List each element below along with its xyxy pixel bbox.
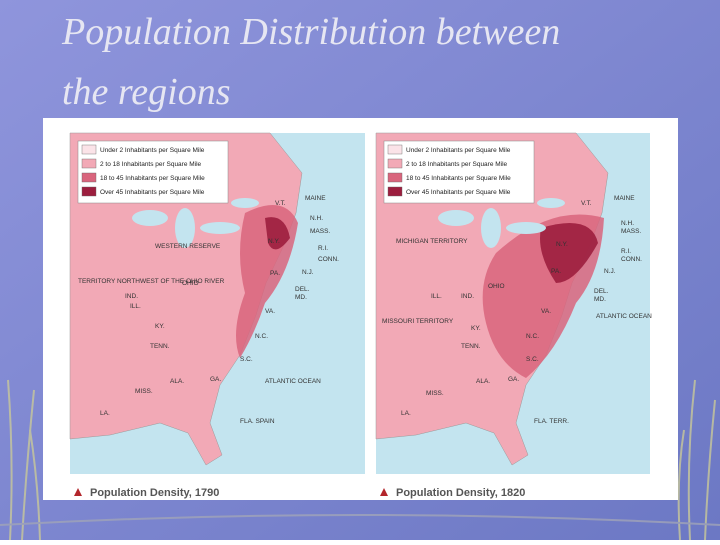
lake [481, 208, 501, 248]
legend-swatch [81, 172, 97, 183]
map-label: N.J. [302, 269, 314, 276]
map-label: V.T. [581, 200, 592, 207]
map-label: IND. [461, 293, 474, 300]
map-label: GA. [508, 376, 519, 383]
map-label: MISSOURI TERRITORY [382, 318, 454, 325]
map-label: OHIO [182, 280, 199, 287]
caption: Population Density, 1790 [90, 487, 219, 499]
map-label: N.Y. [556, 241, 568, 248]
map-label: VA. [541, 308, 551, 315]
map-label: N.J. [604, 268, 616, 275]
legend-swatch [81, 186, 97, 197]
lake [537, 198, 565, 208]
legend-text: Over 45 Inhabitants per Square Mile [406, 189, 511, 196]
map-label: WESTERN RESERVE [155, 243, 221, 250]
caption-icon [74, 488, 82, 496]
map-label: MISS. [135, 388, 153, 395]
map-label: FLA. SPAIN [240, 418, 275, 425]
map-label: ILL. [130, 303, 141, 310]
map-label: TERRITORY NORTHWEST OF THE OHIO RIVER [78, 278, 225, 285]
map-label: MD. [594, 296, 606, 303]
map-label: MASS. [621, 228, 641, 235]
map-label: LA. [401, 410, 411, 417]
map-label: S.C. [526, 356, 539, 363]
lake [438, 210, 474, 226]
map-label: ILL. [431, 293, 442, 300]
map-label: ALA. [170, 378, 184, 385]
lake [231, 198, 259, 208]
map-label: DEL. [594, 288, 609, 295]
lake [175, 208, 195, 248]
legend-text: 2 to 18 Inhabitants per Square Mile [100, 161, 202, 168]
map-1790: Under 2 Inhabitants per Square Mile 2 to … [69, 132, 365, 474]
map-label: ATLANTIC OCEAN [265, 378, 321, 385]
legend-swatch [387, 144, 403, 155]
map-label: FLA. TERR. [534, 418, 569, 425]
map-label: MISS. [426, 390, 444, 397]
map-label: V.T. [275, 200, 286, 207]
map-label: N.H. [310, 215, 323, 222]
region-dense [265, 217, 290, 250]
map-label: PA. [270, 270, 280, 277]
legend-text: 18 to 45 Inhabitants per Square Mile [100, 175, 205, 182]
map-label: TENN. [150, 343, 170, 350]
map-label: LA. [100, 410, 110, 417]
legend-box [77, 140, 229, 204]
legend-swatch [387, 172, 403, 183]
map-label: KY. [155, 323, 165, 330]
legend-box [383, 140, 535, 204]
map-label: MAINE [614, 195, 635, 202]
legend-swatch [387, 158, 403, 169]
title-line-2: the regions [62, 71, 231, 113]
map-label: VA. [265, 308, 275, 315]
map-1820: Under 2 Inhabitants per Square Mile 2 to … [375, 132, 652, 474]
map-label: TENN. [461, 343, 481, 350]
region-dense [540, 223, 598, 283]
legend-swatch [81, 158, 97, 169]
map-label: N.C. [255, 333, 268, 340]
legend-text: Over 45 Inhabitants per Square Mile [100, 189, 205, 196]
map-label: OHIO [488, 283, 505, 290]
map-label: N.H. [621, 220, 634, 227]
caption: Population Density, 1820 [396, 487, 525, 499]
lake [200, 222, 240, 234]
map-label: N.C. [526, 333, 539, 340]
map-label: GA. [210, 376, 221, 383]
legend-swatch [387, 186, 403, 197]
map-label: ATLANTIC OCEAN [596, 313, 652, 320]
map-label: MASS. [310, 228, 330, 235]
map-label: KY. [471, 325, 481, 332]
lake [506, 222, 546, 234]
map-label: N.Y. [268, 238, 280, 245]
map-label: CONN. [621, 256, 642, 263]
map-label: R.I. [621, 248, 631, 255]
legend-text: 2 to 18 Inhabitants per Square Mile [406, 161, 508, 168]
legend-text: 18 to 45 Inhabitants per Square Mile [406, 175, 511, 182]
title-line-1: Population Distribution between [61, 11, 560, 53]
map-label: ALA. [476, 378, 490, 385]
lake [132, 210, 168, 226]
map-label: PA. [551, 268, 561, 275]
map-label: IND. [125, 293, 138, 300]
map-label: MICHIGAN TERRITORY [396, 238, 468, 245]
wheat-decoration [0, 379, 720, 541]
legend-text: Under 2 Inhabitants per Square Mile [406, 147, 511, 154]
map-label: S.C. [240, 356, 253, 363]
map-label: CONN. [318, 256, 339, 263]
map-label: R.I. [318, 245, 328, 252]
legend-text: Under 2 Inhabitants per Square Mile [100, 147, 205, 154]
map-label: DEL. [295, 286, 310, 293]
map-label: MD. [295, 294, 307, 301]
caption-icon [380, 488, 388, 496]
legend-swatch [81, 144, 97, 155]
land [69, 132, 303, 466]
map-label: MAINE [305, 195, 326, 202]
